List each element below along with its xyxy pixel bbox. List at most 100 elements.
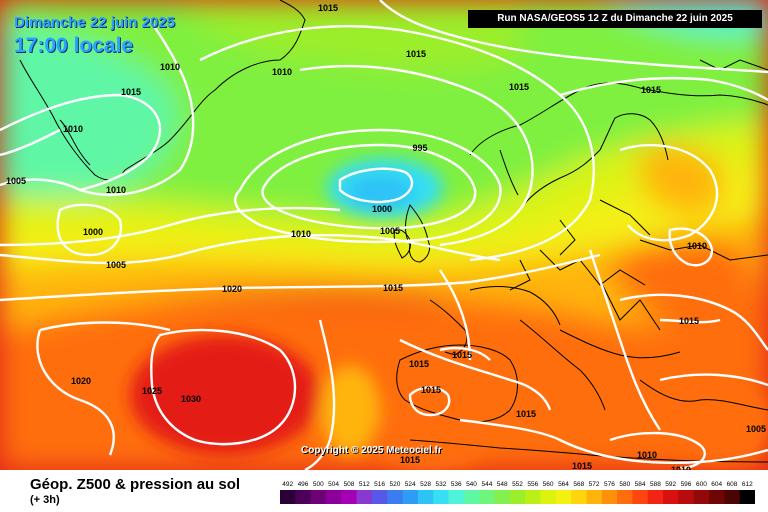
scale-tick-label: 528 [420, 481, 431, 488]
scale-tick-label: 612 [742, 481, 753, 488]
isobar-label: 1015 [509, 82, 529, 92]
isobar-label: 1015 [383, 283, 403, 293]
isobar-label: 1025 [142, 386, 162, 396]
scale-swatch [387, 490, 404, 504]
scale-swatch [280, 490, 296, 504]
isobar-labels: 1015 1015 1010 1010 1015 1010 1015 1005 … [6, 3, 766, 470]
isobar-label: 1005 [6, 176, 26, 186]
isobar-label: 995 [412, 143, 427, 153]
product-subtitle: (+ 3h) [30, 494, 60, 506]
scale-tick-label: 564 [558, 481, 569, 488]
scale-tick-label: 560 [543, 481, 554, 488]
isobar-label: 1015 [400, 455, 420, 465]
forecast-date: Dimanche 22 juin 2025 [14, 14, 175, 31]
scale-tick-label: 508 [344, 481, 355, 488]
scale-swatch [417, 490, 434, 504]
forecast-time: 17:00 locale [14, 34, 134, 57]
scale-swatch [739, 490, 755, 504]
isobar-label: 1030 [181, 394, 201, 404]
scale-tick-label: 520 [389, 481, 400, 488]
scale-swatch [463, 490, 480, 504]
isobar-label: 1015 [516, 409, 536, 419]
scale-tick-label: 600 [696, 481, 707, 488]
scale-swatch [479, 490, 495, 504]
product-title: Géop. Z500 & pression au sol [30, 476, 241, 493]
isobar-label: 1010 [687, 241, 707, 251]
isobar-label: 1005 [746, 424, 766, 434]
scale-swatch [632, 490, 649, 504]
scale-swatch [571, 490, 587, 504]
copyright: Copyright © 2025 Meteociel.fr [301, 445, 442, 456]
scale-swatch [402, 490, 419, 504]
scale-swatch [509, 490, 526, 504]
scale-swatch [525, 490, 541, 504]
scale-swatch [678, 490, 695, 504]
scale-tick-label: 580 [619, 481, 630, 488]
scale-swatch [356, 490, 373, 504]
model-run-label: Run NASA/GEOS5 12 Z du Dimanche 22 juin … [468, 10, 762, 28]
scale-tick-label: 492 [282, 481, 293, 488]
scale-tick-label: 592 [665, 481, 676, 488]
isobar-label: 1015 [641, 85, 661, 95]
scale-swatch [709, 490, 725, 504]
scale-tick-label: 512 [359, 481, 370, 488]
scale-tick-label: 500 [313, 481, 324, 488]
legend-bar: Géop. Z500 & pression au sol (+ 3h) 492 4… [0, 470, 768, 512]
scale-tick-label: 540 [466, 481, 477, 488]
isobar-label: 1015 [318, 3, 338, 13]
isobar-label: 1015 [572, 461, 592, 470]
isobar-label: 1005 [106, 260, 126, 270]
isobar-label: 1000 [372, 204, 392, 214]
scale-swatch [617, 490, 633, 504]
isobar-label: 1000 [83, 227, 103, 237]
isobar-label: 1010 [160, 62, 180, 72]
isobar-label: 1020 [71, 376, 91, 386]
scale-swatch [586, 490, 603, 504]
scale-swatch [663, 490, 679, 504]
isobars [0, 0, 768, 470]
scale-swatch [448, 490, 465, 504]
scale-swatch [555, 490, 572, 504]
scale-tick-label: 516 [374, 481, 385, 488]
scale-tick-label: 596 [681, 481, 692, 488]
scale-swatch [724, 490, 741, 504]
isobar-label: 1010 [272, 67, 292, 77]
isobar-label: 1015 [121, 87, 141, 97]
isobar-label: 1010 [291, 229, 311, 239]
isobar-label: 1015 [409, 359, 429, 369]
weather-map: 1015 1015 1010 1010 1015 1010 1015 1005 … [0, 0, 768, 470]
scale-swatch [693, 490, 710, 504]
scale-tick-label: 556 [527, 481, 538, 488]
scale-tick-label: 504 [328, 481, 339, 488]
scale-swatch [310, 490, 327, 504]
scale-swatch [341, 490, 358, 504]
isobar-label: 1020 [222, 284, 242, 294]
scale-tick-label: 544 [481, 481, 492, 488]
scale-swatch [326, 490, 342, 504]
scale-tick-label: 572 [589, 481, 600, 488]
scale-tick-label: 604 [711, 481, 722, 488]
scale-tick-label: 552 [512, 481, 523, 488]
scale-tick-label: 576 [604, 481, 615, 488]
isobar-label: 1015 [679, 316, 699, 326]
isobar-label: 1015 [406, 49, 426, 59]
scale-tick-label: 568 [573, 481, 584, 488]
isobar-label: 1010 [637, 450, 657, 460]
scale-swatch [494, 490, 511, 504]
isobar-label: 1015 [452, 350, 472, 360]
scale-tick-label: 584 [635, 481, 646, 488]
scale-swatch [433, 490, 449, 504]
scale-tick-label: 532 [435, 481, 446, 488]
scale-swatch [295, 490, 312, 504]
isobar-label: 1005 [380, 226, 400, 236]
scale-swatch [540, 490, 557, 504]
scale-tick-label: 524 [405, 481, 416, 488]
isobar-label: 1010 [63, 124, 83, 134]
scale-tick-label: 608 [727, 481, 738, 488]
isobar-label: 1015 [421, 385, 441, 395]
scale-swatch [647, 490, 664, 504]
scale-tick-label: 496 [298, 481, 309, 488]
isobar-label: 1010 [671, 465, 691, 470]
scale-swatch [371, 490, 388, 504]
scale-tick-label: 536 [451, 481, 462, 488]
